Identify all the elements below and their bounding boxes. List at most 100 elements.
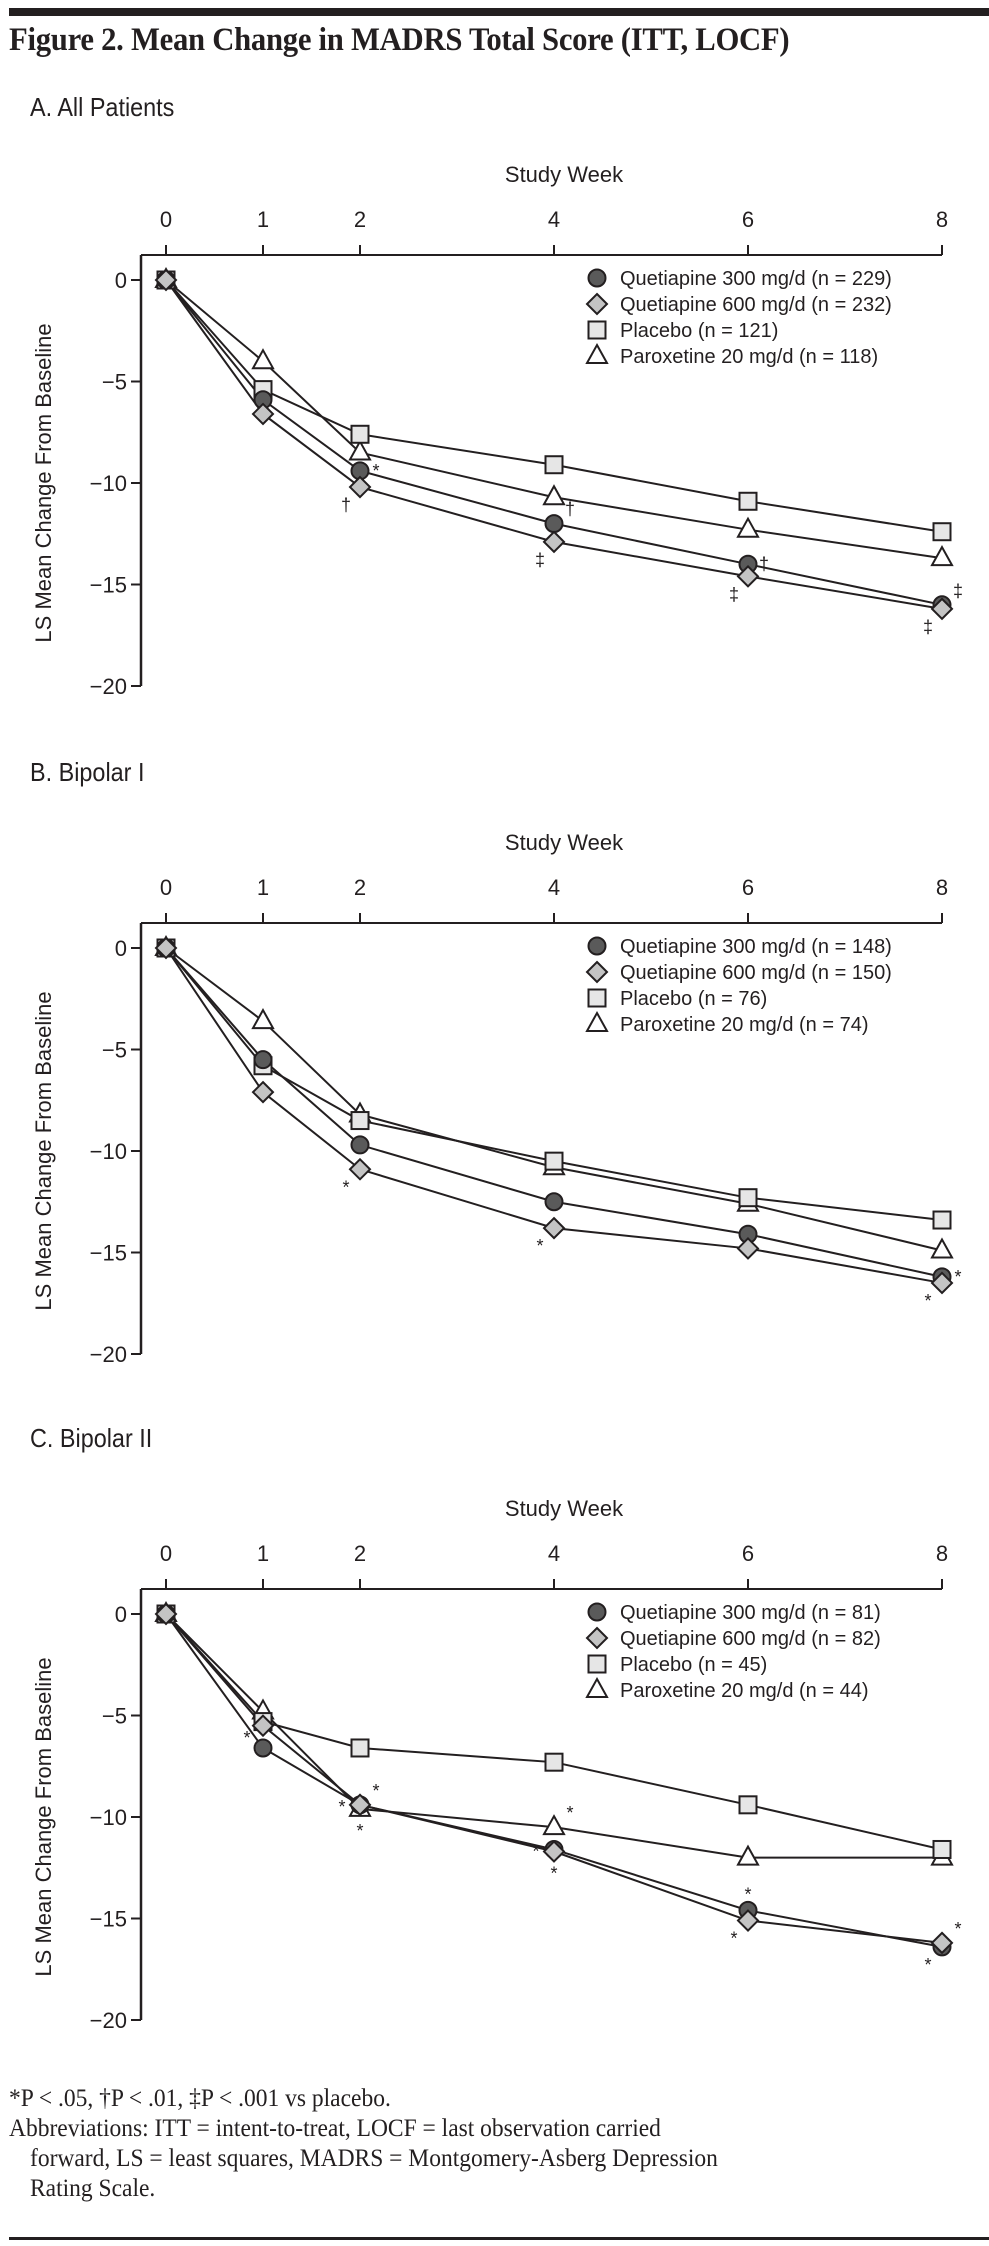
significance-marker: * xyxy=(532,1841,539,1861)
legend-label: Placebo (n = 45) xyxy=(620,1654,767,1676)
x-tick-label: 4 xyxy=(548,207,560,232)
data-point-diamond xyxy=(154,1602,178,1626)
series-line-quetiapine_600 xyxy=(165,279,943,610)
series-line-quetiapine_300 xyxy=(165,1613,943,1948)
legend-label: Paroxetine 20 mg/d (n = 118) xyxy=(620,346,878,368)
data-point-circle xyxy=(544,1192,564,1212)
data-point-square xyxy=(544,1151,564,1171)
data-point-diamond xyxy=(736,564,760,588)
data-point-triangle xyxy=(930,545,954,567)
legend-label: Quetiapine 300 mg/d (n = 148) xyxy=(620,936,892,958)
legend: Quetiapine 300 mg/d (n = 229) Quetiapine … xyxy=(585,268,892,368)
series-line-quetiapine_300 xyxy=(165,947,943,1278)
data-point-diamond xyxy=(154,936,178,960)
legend-label: Quetiapine 600 mg/d (n = 82) xyxy=(620,1628,881,1650)
y-tick-label: 0 xyxy=(115,936,127,961)
x-tick-label: 8 xyxy=(936,1541,948,1566)
legend-label: Placebo (n = 76) xyxy=(620,988,767,1010)
x-tick-label: 2 xyxy=(354,875,366,900)
significance-marker: * xyxy=(338,1797,345,1817)
series-line-placebo xyxy=(165,947,943,1222)
y-tick-label: −5 xyxy=(102,370,127,395)
data-point-triangle xyxy=(542,1814,566,1836)
x-tick-label: 0 xyxy=(160,207,172,232)
y-tick-label: −15 xyxy=(90,1907,127,1932)
top-rule xyxy=(9,8,989,16)
legend-marker-diamond xyxy=(585,1626,609,1650)
y-tick-label: −5 xyxy=(102,1038,127,1063)
legend-marker-square xyxy=(587,988,607,1008)
x-tick-label: 6 xyxy=(742,1541,754,1566)
data-point-diamond xyxy=(930,1271,954,1295)
significance-marker: † xyxy=(341,495,351,515)
data-point-diamond xyxy=(542,1840,566,1863)
data-point-square xyxy=(350,1111,370,1131)
data-point-triangle xyxy=(251,348,275,370)
legend-marker-circle xyxy=(587,268,607,288)
series-line-paroxetine_20 xyxy=(165,279,943,560)
y-tick-label: −20 xyxy=(90,674,127,699)
significance-marker: † xyxy=(565,499,575,519)
legend-label: Quetiapine 600 mg/d (n = 150) xyxy=(620,962,892,984)
x-tick-label: 4 xyxy=(548,875,560,900)
legend-marker-square xyxy=(587,1654,607,1674)
series-markers-quetiapine_600 xyxy=(154,1602,954,1955)
legend-marker-square xyxy=(587,320,607,340)
x-tick-label: 6 xyxy=(742,875,754,900)
panel-a-title: A. All Patients xyxy=(30,92,175,122)
x-tick-label: 0 xyxy=(160,875,172,900)
data-point-circle xyxy=(350,1135,370,1155)
data-point-diamond xyxy=(251,1714,275,1738)
y-tick-label: −15 xyxy=(90,1241,127,1266)
legend-label: Placebo (n = 121) xyxy=(620,320,778,342)
data-point-triangle xyxy=(736,516,760,538)
x-axis-title: Study Week xyxy=(505,830,624,855)
panel-c-chart: Study Week 0 1 2 4 6 8 0 −5 −10 −15 −20 LS Mean Chan… xyxy=(31,1496,962,2033)
data-point-diamond xyxy=(154,268,178,292)
y-tick-label: 0 xyxy=(115,1602,127,1627)
panel-b-chart: Study Week 0 1 2 4 6 8 0 −5 −10 −15 −20 LS Mean Chan… xyxy=(31,830,962,1367)
y-axis-title: LS Mean Change From Baseline xyxy=(31,1657,56,1976)
significance-marker: † xyxy=(759,554,769,574)
series-line-placebo xyxy=(165,1613,943,1851)
y-tick-label: −5 xyxy=(102,1704,127,1729)
significance-marker: ‡ xyxy=(729,584,739,604)
y-tick-label: −10 xyxy=(90,1139,127,1164)
data-point-triangle xyxy=(251,1008,275,1030)
y-tick-label: 0 xyxy=(115,268,127,293)
data-point-diamond xyxy=(251,1080,275,1104)
significance-marker: * xyxy=(954,1267,961,1287)
significance-marker: * xyxy=(243,1728,250,1748)
significance-marker: * xyxy=(730,1929,737,1949)
y-tick-label: −20 xyxy=(90,2008,127,2033)
y-tick-label: −10 xyxy=(90,1805,127,1830)
data-point-diamond xyxy=(348,1793,372,1817)
data-point-square xyxy=(738,1795,758,1815)
y-tick-label: −20 xyxy=(90,1342,127,1367)
significance-marker: * xyxy=(536,1236,543,1256)
x-axis-title: Study Week xyxy=(505,1496,624,1521)
x-tick-label: 1 xyxy=(257,1541,269,1566)
bottom-rule xyxy=(9,2237,989,2240)
data-point-triangle xyxy=(542,484,566,506)
y-axis-title: LS Mean Change From Baseline xyxy=(31,323,56,642)
abbreviations-line-1: Abbreviations: ITT = intent-to-treat, LO… xyxy=(9,2115,661,2142)
x-axis-title: Study Week xyxy=(505,162,624,187)
significance-footnote: *P < .05, †P < .01, ‡P < .001 vs placebo… xyxy=(9,2085,391,2112)
data-point-square xyxy=(544,1752,564,1772)
series-markers-quetiapine_600 xyxy=(154,936,954,1295)
significance-marker: * xyxy=(356,1821,363,1841)
data-point-square xyxy=(738,491,758,511)
significance-marker: * xyxy=(372,1781,379,1801)
legend-label: Paroxetine 20 mg/d (n = 44) xyxy=(620,1680,868,1702)
data-point-square xyxy=(738,1188,758,1208)
y-axis-title: LS Mean Change From Baseline xyxy=(31,991,56,1310)
legend-label: Quetiapine 600 mg/d (n = 232) xyxy=(620,294,892,316)
data-point-circle xyxy=(253,1738,273,1758)
x-tick-label: 8 xyxy=(936,875,948,900)
data-point-square xyxy=(932,522,952,542)
significance-marker: ‡ xyxy=(535,550,545,570)
series-line-paroxetine_20 xyxy=(165,1613,942,1859)
legend-marker-triangle xyxy=(585,1010,609,1032)
data-point-diamond xyxy=(348,475,372,499)
